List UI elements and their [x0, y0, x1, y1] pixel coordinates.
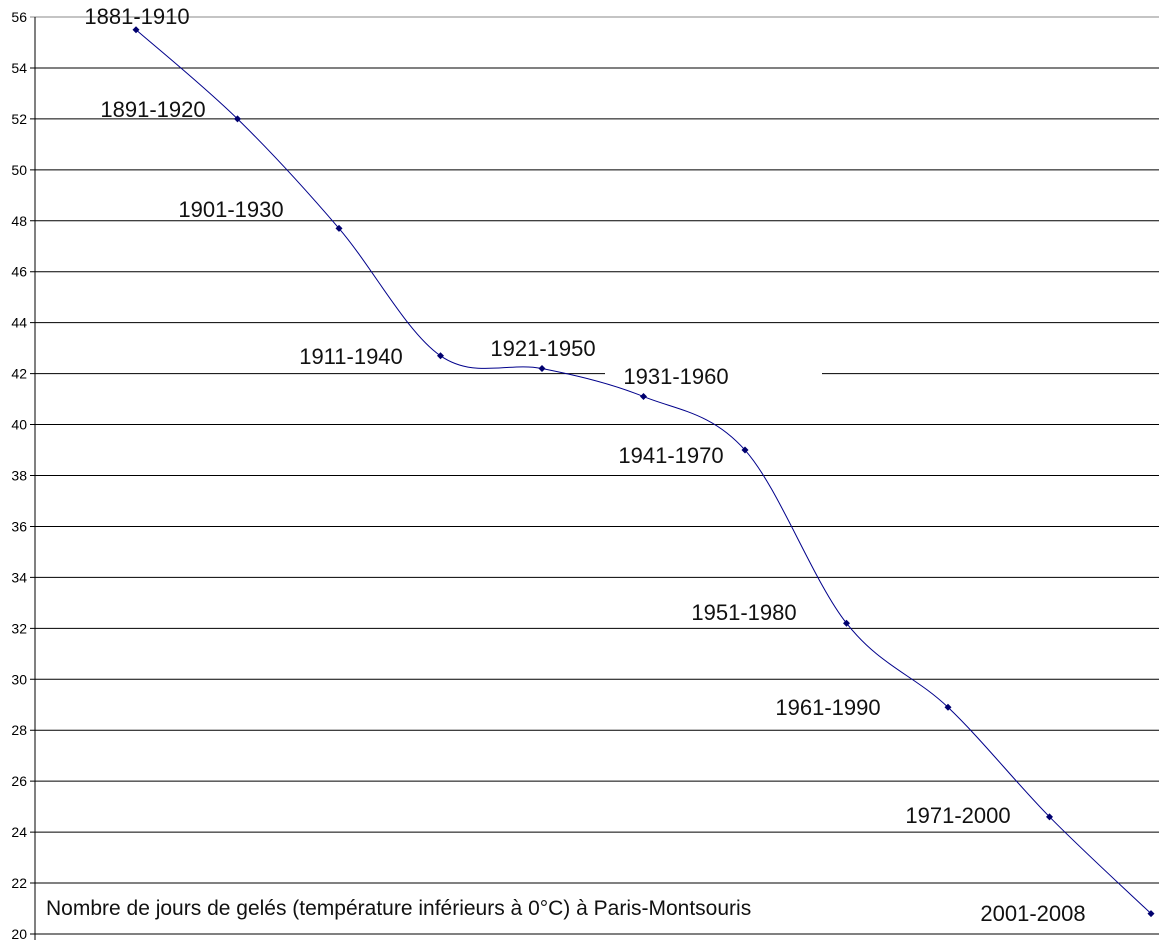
label-mask [605, 366, 822, 382]
y-tick-label: 20 [11, 926, 27, 942]
y-tick-label: 50 [11, 162, 27, 178]
y-tick-label: 24 [11, 824, 27, 840]
y-tick-label: 28 [11, 722, 27, 738]
y-tick-label: 34 [11, 569, 27, 585]
y-tick-label: 48 [11, 213, 27, 229]
data-label: 1891-1920 [100, 97, 205, 122]
data-label: 1931-1960 [623, 364, 728, 389]
data-label: 1901-1930 [178, 197, 283, 222]
data-markers [132, 26, 1155, 918]
y-tick-label: 52 [11, 111, 27, 127]
data-label: 1951-1980 [691, 600, 796, 625]
y-tick-label: 46 [11, 264, 27, 280]
data-label: 1971-2000 [905, 803, 1010, 828]
data-point [437, 352, 444, 360]
data-labels: 1881-1910 1891-1920 1901-1930 1911-1940 1921… [84, 4, 1085, 926]
y-tick-label: 26 [11, 773, 27, 789]
data-point [538, 365, 546, 373]
series-line [135, 29, 1152, 914]
data-point [741, 446, 749, 454]
y-tick-label: 40 [11, 417, 27, 433]
y-axis-ticks: 20 22 24 26 28 30 32 34 36 38 40 42 44 46 48 50 52 54 56 [11, 9, 27, 942]
data-point [335, 224, 343, 232]
data-label: 1941-1970 [618, 443, 723, 468]
chart-title: Nombre de jours de gelés (température in… [46, 897, 751, 920]
data-label: 1911-1940 [299, 344, 403, 369]
data-label: 1921-1950 [490, 336, 595, 361]
y-tick-label: 22 [11, 875, 27, 891]
data-point [944, 703, 952, 711]
y-tick-label: 30 [11, 671, 27, 687]
y-tick-label: 44 [11, 315, 27, 331]
y-tick-label: 56 [11, 9, 27, 25]
y-tick-label: 54 [11, 60, 27, 76]
data-label: 1881-1910 [84, 4, 189, 29]
data-label: 2001-2008 [980, 901, 1085, 926]
data-label: 1961-1990 [775, 695, 880, 720]
data-point [1046, 813, 1053, 821]
data-point [132, 26, 140, 34]
data-point [234, 115, 241, 123]
data-point [640, 393, 647, 401]
y-tick-label: 42 [11, 366, 27, 382]
y-tick-label: 32 [11, 620, 27, 636]
y-tick-label: 38 [11, 468, 27, 484]
gridlines [30, 16, 1159, 935]
y-tick-label: 36 [11, 518, 27, 534]
data-point [843, 619, 850, 627]
data-point [1147, 910, 1155, 918]
